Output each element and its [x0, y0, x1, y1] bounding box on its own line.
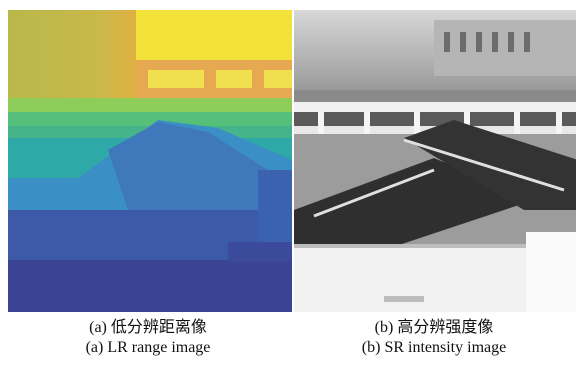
- lr-window-1: [148, 70, 204, 88]
- lr-range-image: [8, 10, 292, 312]
- sr-roof-edge-2: [403, 138, 565, 192]
- lr-range-image-svg: [8, 10, 292, 312]
- caption-a: (a) 低分辨距离像 (a) LR range image: [4, 318, 292, 358]
- caption-b-zh: (b) 高分辨强度像: [374, 319, 494, 336]
- caption-b: (b) 高分辨强度像 (b) SR intensity image: [290, 318, 576, 358]
- sr-ground-strip: [384, 296, 424, 302]
- sr-roof-panel-2: [404, 120, 576, 210]
- lr-ground: [8, 260, 292, 312]
- lr-green-band-1: [8, 98, 292, 112]
- sr-fence: [294, 244, 526, 248]
- sr-intensity-image: [294, 10, 576, 312]
- sr-building-top: [434, 20, 576, 76]
- lr-green-band-2: [8, 112, 292, 126]
- lr-window-2: [216, 70, 252, 88]
- sr-upper-windows: [444, 32, 530, 52]
- sr-right-block: [526, 232, 576, 312]
- caption-a-zh: (a) 低分辨距离像: [89, 319, 207, 336]
- lr-far-region: [136, 10, 292, 60]
- caption-a-en: (a) LR range image: [85, 339, 211, 356]
- sr-roof-edge-1: [313, 168, 435, 218]
- lr-window-3: [264, 70, 292, 88]
- sr-roof-panel-1: [294, 158, 534, 250]
- sr-ledge-dark: [294, 112, 576, 126]
- sr-pillars: [318, 112, 562, 134]
- lr-ground-step: [228, 242, 292, 262]
- caption-b-en: (b) SR intensity image: [361, 339, 507, 356]
- sr-ledge-1: [294, 102, 576, 112]
- sr-intensity-image-svg: [294, 10, 576, 312]
- lr-upper-left-region: [8, 10, 138, 98]
